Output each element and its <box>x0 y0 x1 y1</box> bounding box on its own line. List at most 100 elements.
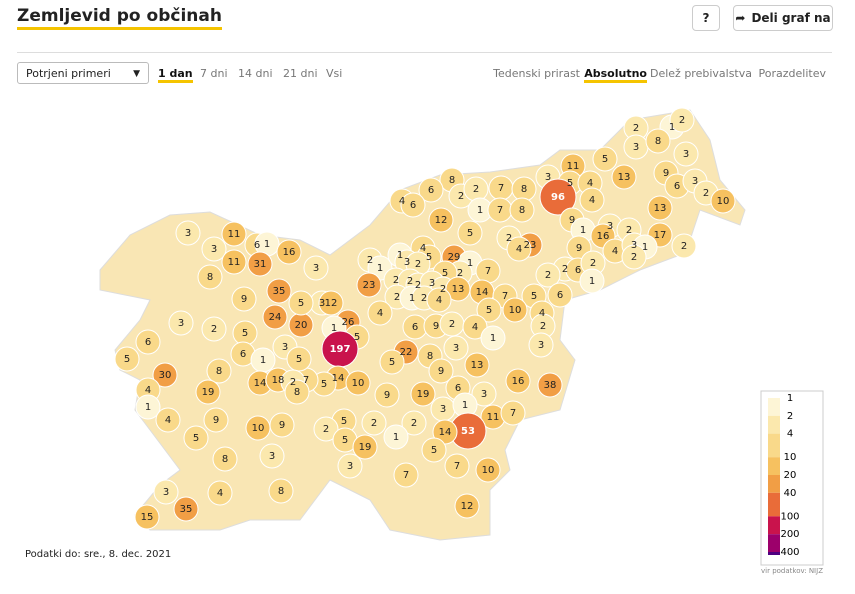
municipality-value: 2 <box>415 259 421 270</box>
municipality-value: 23 <box>363 280 376 291</box>
municipality-value: 2 <box>421 293 427 304</box>
municipality-value: 197 <box>330 344 351 355</box>
municipality-value: 3 <box>631 240 637 251</box>
municipality-value: 2 <box>458 191 464 202</box>
municipality <box>337 453 363 479</box>
municipality <box>671 233 697 259</box>
municipality-value: 9 <box>433 321 439 332</box>
municipality-value: 2 <box>626 225 632 236</box>
municipality-value: 5 <box>341 416 347 427</box>
municipality-value: 8 <box>207 272 213 283</box>
tab[interactable]: 7 dni <box>200 67 228 80</box>
legend-label: 40 <box>784 488 797 499</box>
municipality-value: 5 <box>296 354 302 365</box>
legend-label: 200 <box>780 529 799 540</box>
municipality <box>444 453 470 479</box>
municipality-value: 4 <box>399 196 405 207</box>
municipality <box>135 329 161 355</box>
municipality-value: 13 <box>618 172 631 183</box>
municipality-value: 1 <box>145 402 151 413</box>
tab[interactable]: Porazdelitev <box>758 67 826 80</box>
municipality-value: 9 <box>569 215 575 226</box>
legend-label: 100 <box>780 511 799 522</box>
municipality-value: 5 <box>602 154 608 165</box>
municipality-value: 35 <box>180 504 193 515</box>
municipality <box>426 287 452 313</box>
tab[interactable]: Delež prebivalstva <box>649 67 752 80</box>
divider <box>17 52 832 53</box>
municipality <box>221 249 247 275</box>
municipality <box>221 221 247 247</box>
municipality-value: 6 <box>557 290 563 301</box>
municipality-value: 3 <box>178 318 184 329</box>
legend-label: 4 <box>787 429 793 440</box>
tab[interactable]: Tedenski prirast <box>493 67 580 80</box>
municipality-value: 2 <box>211 324 217 335</box>
municipality <box>579 187 605 213</box>
municipality <box>428 207 454 233</box>
municipality <box>361 410 387 436</box>
municipality-value: 10 <box>352 378 365 389</box>
tab[interactable]: 21 dni <box>283 67 318 80</box>
share-button[interactable]: ➦ Deli graf na <box>733 5 833 31</box>
municipality <box>475 457 501 483</box>
municipality <box>401 410 427 436</box>
tab[interactable]: 1 dan <box>158 67 193 83</box>
municipality <box>201 316 227 342</box>
municipality-value: 8 <box>519 205 525 216</box>
municipality-value: 16 <box>597 231 610 242</box>
municipality-value: 3 <box>404 257 410 268</box>
tab[interactable]: 14 dni <box>238 67 273 80</box>
legend-swatch <box>768 534 780 552</box>
municipality <box>418 177 444 203</box>
municipality <box>207 480 233 506</box>
municipality-value: 14 <box>476 287 489 298</box>
municipality-value: 3 <box>440 404 446 415</box>
municipality-value: 2 <box>393 275 399 286</box>
legend-swatch <box>768 433 780 458</box>
municipality-value: 8 <box>294 387 300 398</box>
municipality-value: 1 <box>669 122 675 133</box>
municipality <box>374 382 400 408</box>
help-button[interactable]: ? <box>692 5 720 31</box>
tab[interactable]: Vsi <box>326 67 343 80</box>
municipality-value: 3 <box>633 142 639 153</box>
municipality-value: 11 <box>228 257 241 268</box>
municipality <box>153 479 179 505</box>
municipality-value: 7 <box>303 375 309 386</box>
municipality-value: 26 <box>342 317 355 328</box>
tab[interactable]: Absolutno <box>584 67 647 83</box>
municipality-value: 2 <box>473 184 479 195</box>
page-title: Zemljevid po občinah <box>17 6 222 30</box>
municipality-value: 2 <box>631 252 637 263</box>
municipality-value: 1 <box>397 250 403 261</box>
municipality-value: 3 <box>683 149 689 160</box>
municipality <box>547 282 573 308</box>
municipality-value: 2 <box>540 321 546 332</box>
municipality <box>247 251 273 277</box>
municipality-value: 2 <box>415 280 421 291</box>
municipality <box>400 192 426 218</box>
municipality-value: 5 <box>389 357 395 368</box>
municipality-value: 3 <box>269 451 275 462</box>
municipality-value: 12 <box>435 215 448 226</box>
municipality <box>345 370 371 396</box>
municipality-value: 5 <box>342 435 348 446</box>
municipality-value: 2 <box>290 377 296 388</box>
municipality-value: 5 <box>426 252 432 263</box>
municipality <box>195 379 221 405</box>
municipality <box>393 462 419 488</box>
municipality-value: 9 <box>213 415 219 426</box>
municipality-value: 3 <box>282 342 288 353</box>
municipality-value: 2 <box>562 264 568 275</box>
municipality-value: 19 <box>359 442 372 453</box>
municipality-value: 3 <box>163 487 169 498</box>
municipality-value: 5 <box>321 379 327 390</box>
municipality-value: 16 <box>283 247 296 258</box>
municipality <box>212 446 238 472</box>
municipality-value: 2 <box>679 115 685 126</box>
metric-select[interactable]: Potrjeni primeri ▼ <box>17 62 149 84</box>
municipality <box>710 188 736 214</box>
municipality-value: 1 <box>393 432 399 443</box>
